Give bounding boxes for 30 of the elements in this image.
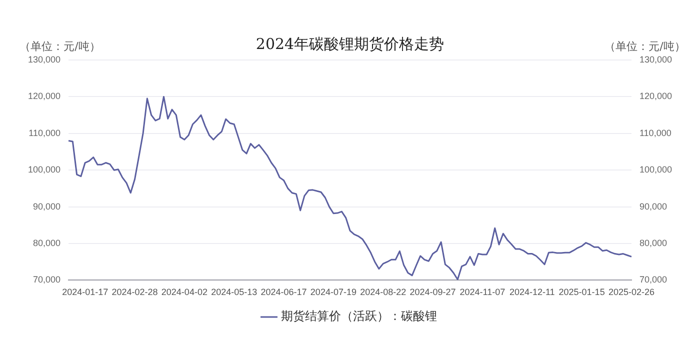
y-tick-label: 110,000 [28,128,61,138]
y2-tick-label: 70,000 [639,274,667,285]
x-tick-label: 2024-11-07 [460,287,506,298]
x-tick-label: 2024-02-28 [112,287,158,298]
x-tick-label: 2025-01-15 [558,287,605,298]
y-tick-label: 130,000 [28,54,61,64]
y-tick-label: 90,000 [33,201,61,212]
y2-tick-label: 90,000 [639,201,667,212]
y2-axis-title: （单位：元/吨） [604,40,686,53]
y-tick-label: 80,000 [33,238,61,248]
x-tick-label: 2024-06-17 [260,287,307,298]
y2-tick-label: 120,000 [639,91,672,102]
y2-tick-label: 130,000 [639,54,672,64]
x-tick-label: 2024-01-17 [62,287,108,298]
x-tick-label: 2024-12-11 [509,287,555,298]
x-tick-label: 2024-08-22 [360,287,406,298]
x-tick-label: 2024-04-02 [161,287,208,298]
x-tick-label: 2025-02-26 [608,287,654,298]
legend-label: 期货结算价（活跃）：碳酸锂 [281,309,437,324]
y-tick-label: 120,000 [28,91,61,102]
chart-title: 2024年碳酸锂期货价格走势 [256,34,444,53]
x-tick-label: 2024-07-19 [310,287,356,298]
y-tick-label: 100,000 [28,164,61,175]
y2-tick-label: 100,000 [639,164,672,175]
y2-tick-label: 110,000 [639,128,672,138]
y-tick-label: 70,000 [33,274,61,285]
y2-tick-label: 80,000 [639,238,667,248]
y-axis-title: （单位：元/吨） [20,40,100,53]
x-tick-label: 2024-05-13 [211,287,258,298]
x-tick-label: 2024-09-27 [410,287,456,298]
